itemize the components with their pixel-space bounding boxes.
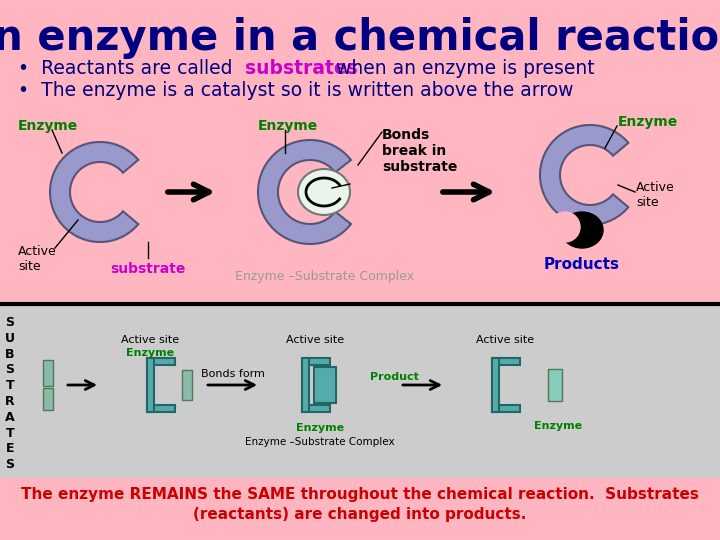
Polygon shape <box>50 142 138 242</box>
Text: S: S <box>6 458 14 471</box>
Text: A: A <box>5 411 15 424</box>
Bar <box>548 369 562 401</box>
Text: S: S <box>6 316 14 329</box>
Text: T: T <box>6 379 14 392</box>
Text: S: S <box>6 363 14 376</box>
Text: Enzyme –Substrate Complex: Enzyme –Substrate Complex <box>235 270 414 283</box>
Bar <box>302 405 330 412</box>
Text: (reactants) are changed into products.: (reactants) are changed into products. <box>193 508 527 523</box>
Bar <box>0 306 720 478</box>
Text: substrates: substrates <box>245 58 358 78</box>
Text: Enzyme: Enzyme <box>258 119 318 133</box>
Text: Enzyme –Substrate Complex: Enzyme –Substrate Complex <box>246 437 395 447</box>
Bar <box>492 405 520 412</box>
Bar <box>43 388 53 410</box>
Text: An enzyme in a chemical reaction: An enzyme in a chemical reaction <box>0 17 720 59</box>
Text: Enzyme: Enzyme <box>296 423 344 433</box>
Polygon shape <box>258 140 351 244</box>
Text: Enzyme: Enzyme <box>18 119 78 133</box>
Text: Products: Products <box>544 257 620 272</box>
Bar <box>43 360 53 386</box>
Text: Active site: Active site <box>121 335 179 345</box>
Bar <box>492 358 499 412</box>
Text: Enzyme: Enzyme <box>618 115 678 129</box>
Text: Bonds form: Bonds form <box>201 369 265 379</box>
Polygon shape <box>540 125 629 225</box>
Bar <box>147 405 175 412</box>
Text: •  The enzyme is a catalyst so it is written above the arrow: • The enzyme is a catalyst so it is writ… <box>18 82 574 100</box>
Text: Active
site: Active site <box>636 181 675 209</box>
Text: when an enzyme is present: when an enzyme is present <box>330 58 595 78</box>
Text: Enzyme: Enzyme <box>534 421 582 431</box>
Text: U: U <box>5 332 15 345</box>
Bar <box>314 367 336 403</box>
Text: Active site: Active site <box>286 335 344 345</box>
Text: T: T <box>6 427 14 440</box>
Bar <box>182 370 192 400</box>
Text: substrate: substrate <box>110 262 186 276</box>
Text: The enzyme REMAINS the SAME throughout the chemical reaction.  Substrates: The enzyme REMAINS the SAME throughout t… <box>21 487 699 502</box>
Text: Bonds
break in
substrate: Bonds break in substrate <box>382 128 457 174</box>
Bar <box>147 358 154 412</box>
Bar <box>302 358 330 365</box>
Text: Enzyme: Enzyme <box>126 348 174 358</box>
Bar <box>302 358 309 412</box>
Text: Active
site: Active site <box>18 245 57 273</box>
Bar <box>492 358 520 365</box>
Ellipse shape <box>561 212 603 248</box>
Text: R: R <box>5 395 15 408</box>
Text: B: B <box>5 348 14 361</box>
Ellipse shape <box>298 169 350 215</box>
Text: E: E <box>6 442 14 455</box>
Text: Active site: Active site <box>476 335 534 345</box>
Bar <box>147 358 175 365</box>
Ellipse shape <box>550 212 580 242</box>
Text: Product: Product <box>370 372 419 382</box>
Text: •  Reactants are called: • Reactants are called <box>18 58 238 78</box>
